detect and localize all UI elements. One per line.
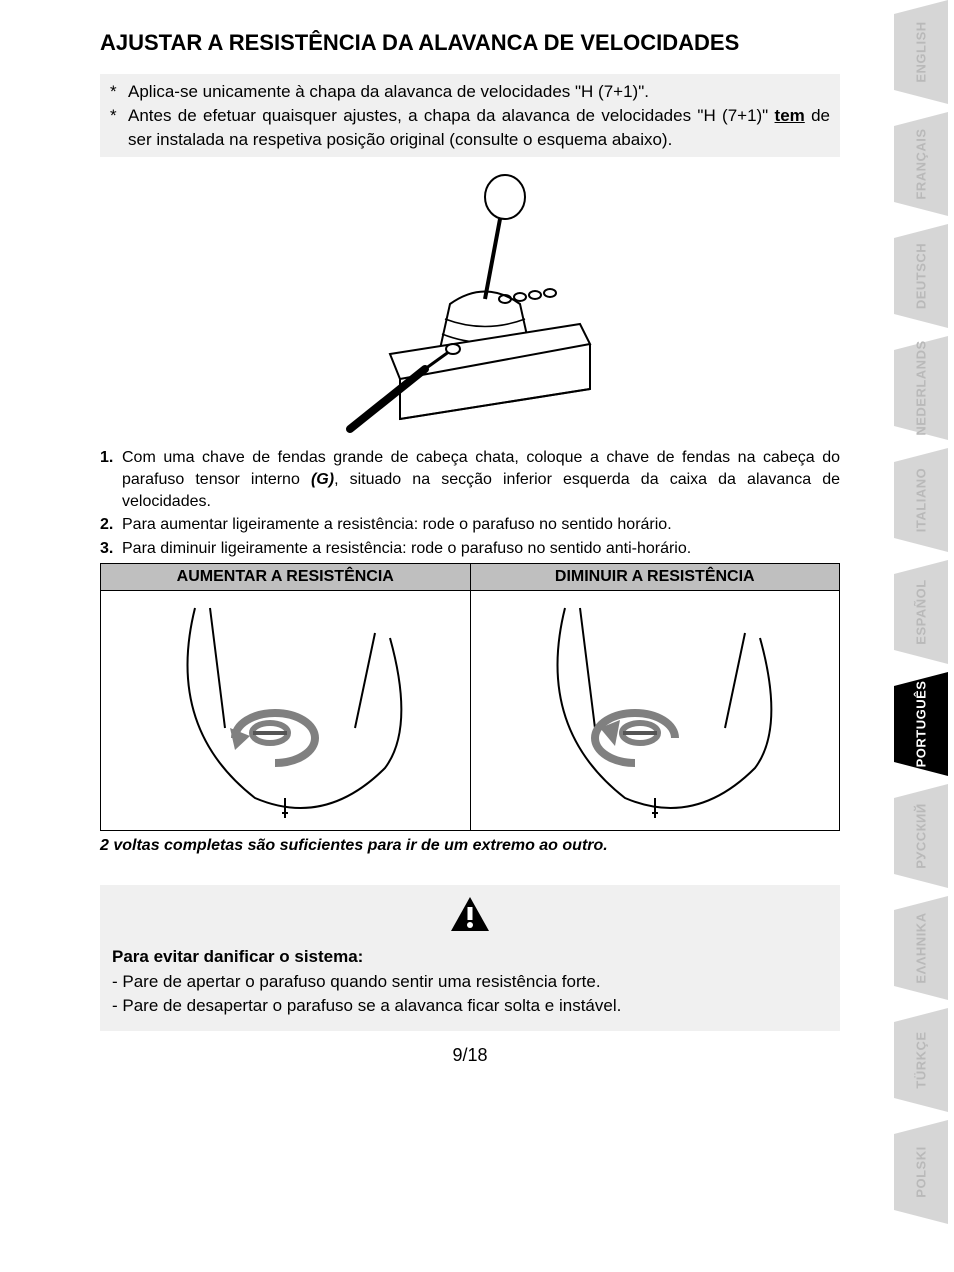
note-box: * Aplica-se unicamente à chapa da alavan… — [100, 74, 840, 157]
bullet: * — [110, 104, 128, 152]
lang-tab-english[interactable]: ENGLISH — [894, 0, 948, 104]
lang-tab-nederlands[interactable]: NEDERLANDS — [894, 336, 948, 440]
lang-tab-label: FRANÇAIS — [914, 128, 929, 199]
step-num: 3. — [100, 538, 122, 560]
note-1: Aplica-se unicamente à chapa da alavanca… — [128, 80, 830, 104]
turns-note: 2 voltas completas são suficientes para … — [100, 837, 840, 855]
lang-tab-polski[interactable]: POLSKI — [894, 1120, 948, 1224]
page-content: AJUSTAR A RESISTÊNCIA DA ALAVANCA DE VEL… — [0, 0, 840, 1066]
warning-line-2: - Pare de desapertar o parafuso se a ala… — [112, 994, 828, 1019]
step-1: Com uma chave de fendas grande de cabeça… — [122, 447, 840, 512]
bullet: * — [110, 80, 128, 104]
lang-tab-ελληνικα[interactable]: ΕΛΛΗΝΙΚΑ — [894, 896, 948, 1000]
lang-tab-label: DEUTSCH — [914, 243, 929, 309]
lang-tab-label: ESPAÑOL — [914, 579, 929, 644]
note-2: Antes de efetuar quaisquer ajustes, a ch… — [128, 104, 830, 152]
s1g: (G) — [311, 471, 334, 488]
warning-icon — [112, 895, 828, 941]
shifter-illustration — [100, 169, 840, 439]
steps-list: 1. Com uma chave de fendas grande de cab… — [100, 447, 840, 559]
th-increase: AUMENTAR A RESISTÊNCIA — [101, 564, 471, 591]
page-number: 9/18 — [100, 1045, 840, 1066]
step-3: Para diminuir ligeiramente a resistência… — [122, 538, 840, 560]
lang-tab-label: POLSKI — [914, 1146, 929, 1197]
language-tabs: ENGLISH FRANÇAIS DEUTSCH NEDERLANDS ITALIANO… — [894, 0, 954, 1232]
th-decrease: DIMINUIR A RESISTÊNCIA — [470, 564, 840, 591]
lang-tab-français[interactable]: FRANÇAIS — [894, 112, 948, 216]
step-num: 1. — [100, 447, 122, 512]
warning-line-1: - Pare de apertar o parafuso quando sent… — [112, 970, 828, 995]
warning-block: Para evitar danificar o sistema: - Pare … — [100, 885, 840, 1031]
cell-increase — [101, 591, 471, 831]
lang-tab-italiano[interactable]: ITALIANO — [894, 448, 948, 552]
warning-title: Para evitar danificar o sistema: — [112, 945, 828, 970]
lang-tab-label: ΕΛΛΗΝΙΚΑ — [914, 912, 929, 983]
lang-tab-label: NEDERLANDS — [914, 340, 929, 435]
step-num: 2. — [100, 514, 122, 536]
resistance-table: AUMENTAR A RESISTÊNCIA DIMINUIR A RESIST… — [100, 563, 840, 831]
lang-tab-label: ENGLISH — [914, 21, 929, 82]
cell-decrease — [470, 591, 840, 831]
page-title: AJUSTAR A RESISTÊNCIA DA ALAVANCA DE VEL… — [100, 30, 840, 56]
lang-tab-label: TÜRKÇE — [914, 1031, 929, 1088]
note-2-tem: tem — [775, 106, 805, 125]
lang-tab-español[interactable]: ESPAÑOL — [894, 560, 948, 664]
step-2: Para aumentar ligeiramente a resistência… — [122, 514, 840, 536]
lang-tab-türkçe[interactable]: TÜRKÇE — [894, 1008, 948, 1112]
lang-tab-label: ITALIANO — [914, 468, 929, 532]
lang-tab-label: PORTUGUÊS — [914, 681, 929, 768]
lang-tab-русский[interactable]: РУССКИЙ — [894, 784, 948, 888]
note-2a: Antes de efetuar quaisquer ajustes, a ch… — [128, 106, 775, 125]
lang-tab-label: РУССКИЙ — [914, 803, 929, 869]
lang-tab-deutsch[interactable]: DEUTSCH — [894, 224, 948, 328]
lang-tab-português[interactable]: PORTUGUÊS — [894, 672, 948, 776]
